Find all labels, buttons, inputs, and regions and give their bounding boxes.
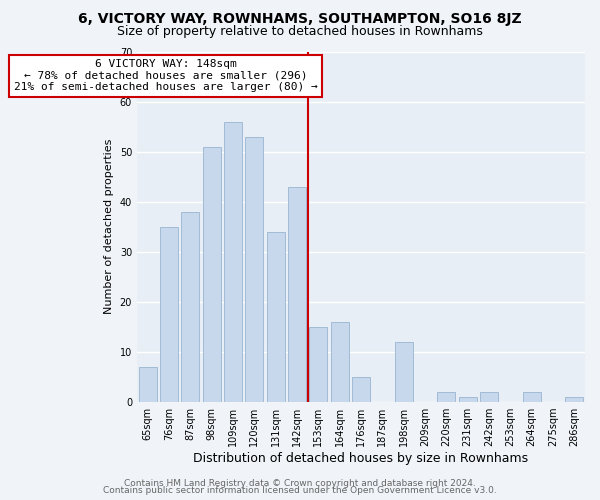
Bar (309, 327, 328, 402)
Bar (395, 342, 413, 402)
Bar (203, 146, 221, 402)
Bar (565, 397, 583, 402)
Bar (181, 212, 199, 402)
Bar (245, 136, 263, 402)
Bar (480, 392, 498, 402)
Bar (266, 232, 285, 402)
Text: Contains HM Land Registry data © Crown copyright and database right 2024.: Contains HM Land Registry data © Crown c… (124, 478, 476, 488)
X-axis label: Distribution of detached houses by size in Rownhams: Distribution of detached houses by size … (193, 452, 529, 465)
Y-axis label: Number of detached properties: Number of detached properties (104, 139, 114, 314)
Text: 6 VICTORY WAY: 148sqm
← 78% of detached houses are smaller (296)
21% of semi-det: 6 VICTORY WAY: 148sqm ← 78% of detached … (14, 59, 317, 92)
Bar (437, 392, 455, 402)
Text: 6, VICTORY WAY, ROWNHAMS, SOUTHAMPTON, SO16 8JZ: 6, VICTORY WAY, ROWNHAMS, SOUTHAMPTON, S… (78, 12, 522, 26)
Text: Size of property relative to detached houses in Rownhams: Size of property relative to detached ho… (117, 25, 483, 38)
Text: Contains public sector information licensed under the Open Government Licence v3: Contains public sector information licen… (103, 486, 497, 495)
Bar (160, 227, 178, 402)
Bar (352, 377, 370, 402)
Bar (523, 392, 541, 402)
Bar (458, 397, 477, 402)
Bar (331, 322, 349, 402)
Bar (139, 367, 157, 402)
Bar (224, 122, 242, 402)
Bar (288, 186, 306, 402)
